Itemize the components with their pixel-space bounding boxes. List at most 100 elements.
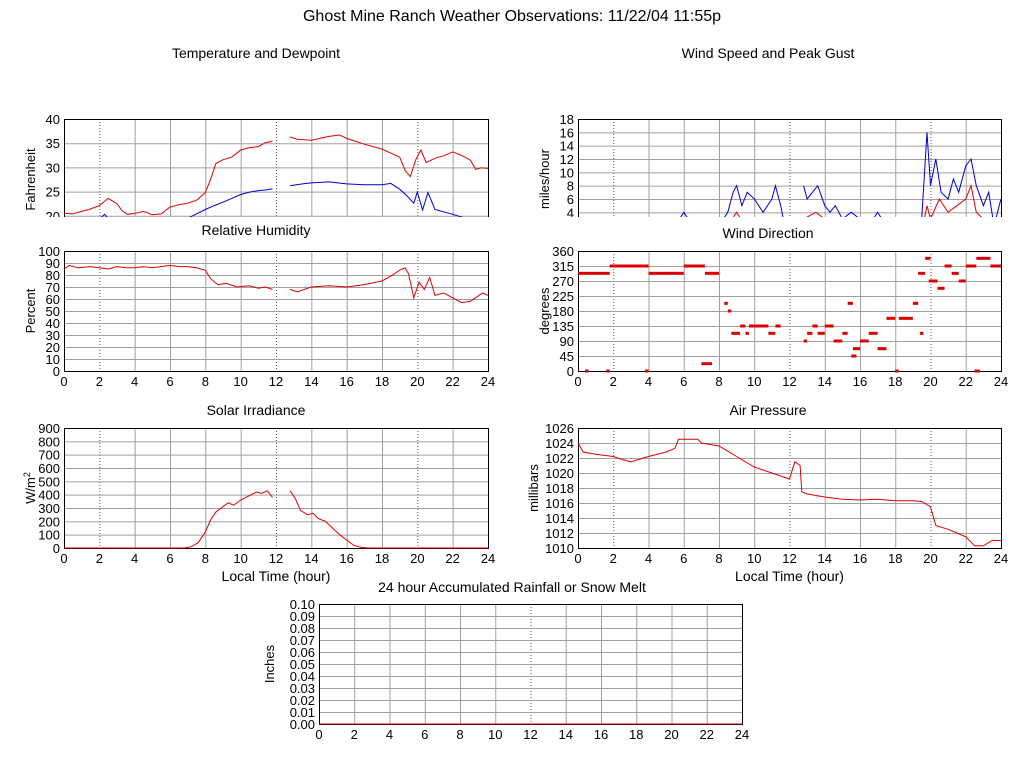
temperature-chart: 024681012141618202224152025303540Fahrenh… (23, 112, 489, 217)
x-tick-label: 4 (386, 727, 393, 742)
x-tick-label: 20 (410, 551, 424, 566)
x-tick-label: 24 (481, 374, 495, 389)
x-tick-label: 14 (818, 374, 832, 389)
solar-chart-title: Solar Irradiance (206, 402, 306, 418)
x-tick-label: 18 (888, 374, 902, 389)
y-tick-label: 45 (560, 349, 574, 364)
pressure-chart-panel: Air Pressure 0 2 4 6 8 10 12 14 16 18 20 22 24 1010 10… (512, 402, 1024, 588)
x-tick-label: 10 (233, 374, 247, 389)
grid (578, 119, 1002, 217)
direction-mark (704, 271, 719, 275)
x-tick-label: 0 (60, 374, 67, 389)
y-tick-label: 0.02 (290, 693, 315, 708)
x-tick-label: 6 (166, 374, 173, 389)
direction-mark (842, 331, 848, 335)
x-tick-label: 24 (481, 551, 495, 566)
y-tick-label: 600 (38, 461, 60, 476)
x-tick-label: 10 (747, 374, 761, 389)
y-tick-label: 270 (552, 274, 574, 289)
y-tick-label: 0.05 (290, 657, 315, 672)
direction-mark (740, 324, 746, 328)
x-tick-label: 14 (818, 551, 832, 566)
plot-frame (64, 428, 489, 549)
x-tick-label: 8 (715, 374, 722, 389)
y-tick-label: 500 (38, 474, 60, 489)
grid (64, 428, 489, 549)
y-tick-label: 20 (46, 209, 60, 217)
y-tick-label: 35 (46, 136, 60, 151)
y-tick-label: 0 (53, 364, 60, 379)
direction-mark (976, 256, 991, 260)
y-tick-label: 4 (567, 205, 574, 217)
rainfall-chart: 0 2 4 6 8 10 12 14 16 18 20 22 240.000.010.020.030.0… (262, 597, 749, 742)
direction-mark (990, 264, 1001, 268)
x-tick-label: 0 (574, 551, 581, 566)
x-tick-label: 20 (923, 374, 937, 389)
y-tick-label: 400 (38, 488, 60, 503)
direction-mark (951, 271, 959, 275)
y-tick-label: 20 (46, 340, 60, 355)
rainfall-chart-title: 24 hour Accumulated Rainfall or Snow Mel… (378, 579, 646, 595)
y-tick-label: 100 (38, 528, 60, 543)
plot-frame (64, 251, 489, 372)
y-tick-label: 1024 (545, 436, 574, 451)
solar-chart: 0 2 4 6 8 10 12 14 16 18 20 22 240100200300400500600… (22, 421, 495, 584)
y-tick-label: 1022 (545, 451, 574, 466)
y-axis-label: W/m2 (22, 472, 38, 504)
direction-mark (895, 369, 899, 373)
y-tick-label: 16 (560, 125, 574, 140)
x-tick-label: 18 (375, 374, 389, 389)
direction-mark (807, 331, 813, 335)
direction-mark (606, 369, 610, 373)
series-line-0 (63, 134, 489, 216)
plot-frame (578, 251, 1002, 372)
direction-mark (912, 301, 919, 305)
y-tick-label: 0.10 (290, 597, 315, 612)
y-tick-label: 0.04 (290, 669, 315, 684)
x-tick-label: 14 (559, 727, 573, 742)
wind-direction-chart-panel: Wind Direction 0 2 4 6 8 10 12 14 16 18 20 22 24 0 45 9… (512, 225, 1024, 397)
direction-mark (727, 309, 732, 313)
x-tick-label: 6 (680, 551, 687, 566)
wind-speed-chart-title: Wind Speed and Peak Gust (681, 45, 855, 61)
y-tick-label: 8 (567, 179, 574, 194)
y-tick-label: 135 (552, 319, 574, 334)
direction-mark (928, 279, 938, 283)
series-line-1 (100, 181, 464, 217)
pressure-chart-title: Air Pressure (729, 402, 807, 418)
y-tick-label: 50 (46, 304, 60, 319)
y-tick-label: 14 (560, 139, 574, 154)
direction-mark (958, 279, 966, 283)
x-tick-label: 18 (629, 727, 643, 742)
temperature-chart-panel: Temperature and Dewpoint 024681012141618… (0, 45, 512, 217)
y-tick-label: 1012 (545, 526, 574, 541)
y-tick-label: 700 (38, 448, 60, 463)
direction-mark (851, 354, 857, 358)
x-tick-label: 20 (410, 374, 424, 389)
y-tick-label: 6 (567, 192, 574, 207)
y-tick-label: 0.00 (290, 717, 315, 732)
x-tick-label: 20 (923, 551, 937, 566)
direction-mark (683, 264, 705, 268)
y-tick-label: 800 (38, 434, 60, 449)
direction-mark (748, 324, 769, 328)
x-tick-label: 8 (202, 374, 209, 389)
y-tick-label: 225 (552, 289, 574, 304)
x-tick-label: 0 (315, 727, 322, 742)
y-tick-label: 1018 (545, 481, 574, 496)
direction-mark (724, 301, 728, 305)
grid (64, 251, 489, 372)
direction-mark (877, 347, 887, 351)
y-tick-label: 10 (46, 352, 60, 367)
x-tick-label: 10 (747, 551, 761, 566)
x-tick-label: 24 (994, 374, 1008, 389)
grid (578, 428, 1002, 549)
x-tick-label: 4 (131, 374, 138, 389)
y-tick-label: 25 (46, 185, 60, 200)
series-line-0 (680, 132, 1002, 217)
x-tick-label: 4 (131, 551, 138, 566)
y-tick-label: 0.07 (290, 633, 315, 648)
y-tick-label: 360 (552, 244, 574, 259)
direction-mark (824, 324, 834, 328)
y-tick-label: 0.09 (290, 609, 315, 624)
